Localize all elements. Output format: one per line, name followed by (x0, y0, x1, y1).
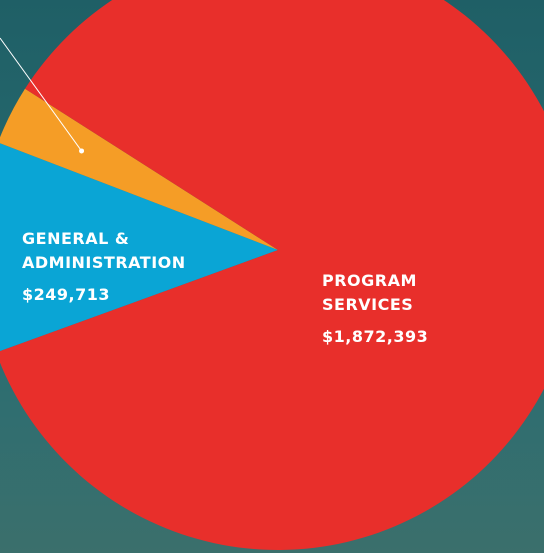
pie-slice (0, 143, 278, 352)
leader-dot (79, 148, 85, 154)
slice-label: PROGRAM (322, 271, 417, 290)
slice-label: SERVICES (322, 295, 413, 314)
pie-slice (0, 88, 278, 250)
leader-line (0, 37, 82, 152)
slice-label: ADMINISTRATION (22, 253, 186, 272)
value-label: $1,872,393 (322, 327, 428, 346)
labels: GENERAL & ADMINISTRATION $249,713 PROGRAM SE… (0, 37, 428, 346)
slice-label: GENERAL & (22, 229, 129, 248)
value-label: $249,713 (22, 285, 110, 304)
